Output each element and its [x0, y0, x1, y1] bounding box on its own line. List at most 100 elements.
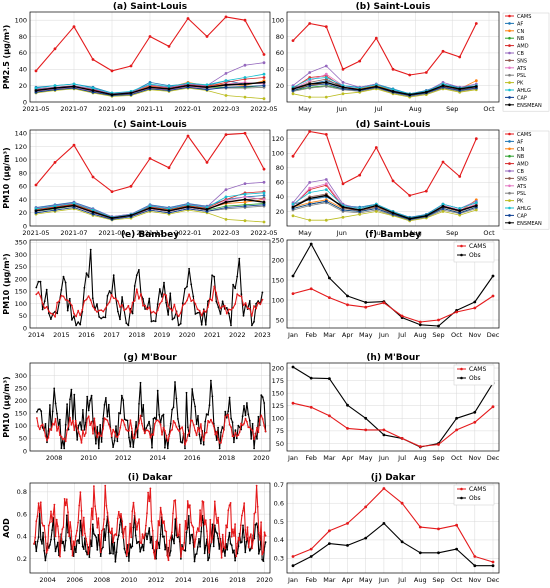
y-tick-label: 60 [19, 49, 27, 57]
data-point-cams [138, 518, 141, 520]
data-point-obs [131, 545, 134, 548]
data-point-obs [148, 527, 151, 529]
data-point-cams [358, 173, 362, 177]
data-point-obs [236, 275, 239, 278]
data-point-obs [264, 541, 267, 544]
data-point-obs [104, 539, 107, 542]
data-point-cams [324, 133, 328, 136]
data-point-obs [207, 414, 210, 416]
data-point-ensmean [91, 89, 95, 92]
data-point-cams [120, 418, 123, 421]
x-tick-label: Nov [468, 454, 481, 462]
data-point-cams [79, 491, 82, 493]
data-point-cams [184, 302, 186, 305]
y-tick-label: 50 [19, 312, 27, 320]
data-point-obs [154, 320, 157, 323]
data-point-obs [119, 318, 121, 321]
data-point-cams [126, 429, 129, 432]
data-point-pk [224, 218, 228, 221]
data-point-cap [308, 202, 312, 206]
data-point-obs [192, 295, 195, 298]
data-point-cams [341, 67, 345, 71]
data-point-cams [72, 25, 76, 29]
data-point-ahlg [186, 81, 190, 85]
data-point-cams [261, 418, 264, 420]
data-point-ensmean [224, 200, 228, 204]
data-point-cams [215, 430, 218, 433]
data-point-obs [245, 540, 248, 543]
data-point-obs [151, 446, 153, 449]
x-tick-label: Nov [468, 331, 481, 339]
data-point-obs [37, 408, 40, 411]
data-point-obs [229, 542, 232, 545]
legend-marker [460, 244, 463, 248]
data-point-cams [132, 437, 135, 439]
data-point-cams [225, 312, 228, 315]
data-point-cams [424, 71, 428, 74]
legend-label: ENSMEAN [517, 221, 542, 227]
data-point-cams [223, 304, 226, 307]
data-point-cams [96, 526, 99, 529]
legend-label: AHLG [517, 206, 531, 212]
data-point-cams [227, 413, 230, 416]
data-point-obs [255, 522, 258, 525]
data-point-cams [234, 303, 237, 305]
data-point-cams [77, 430, 80, 433]
data-point-cams [309, 547, 313, 551]
data-point-cap [262, 84, 266, 87]
data-point-cams [83, 435, 86, 437]
data-point-obs [212, 545, 215, 548]
data-point-cams [260, 521, 262, 524]
data-point-cams [175, 517, 178, 519]
data-point-obs [120, 394, 123, 397]
data-point-af [262, 194, 266, 197]
y-tick-label: 40 [276, 66, 284, 74]
series-line-cap [292, 200, 477, 220]
data-point-ensmean [53, 206, 57, 210]
data-point-obs [241, 541, 243, 543]
data-point-cams [260, 414, 263, 417]
legend-marker [508, 59, 511, 62]
legend-label: CAMS [517, 132, 531, 138]
data-point-obs [126, 419, 129, 422]
data-point-obs [122, 399, 125, 401]
data-point-cams [69, 521, 72, 523]
legend-label: Obs [469, 252, 481, 259]
data-point-cams [194, 429, 197, 432]
data-point-obs [82, 409, 84, 411]
data-point-cams [100, 435, 103, 438]
data-point-cams [418, 525, 422, 529]
data-point-obs [218, 447, 221, 450]
data-point-cams [437, 527, 440, 531]
data-point-obs [346, 544, 349, 547]
data-point-obs [179, 322, 182, 325]
data-point-cams [131, 510, 134, 513]
data-point-obs [185, 391, 188, 394]
data-point-cams [218, 441, 221, 444]
x-tick-label: 2004 [39, 576, 56, 584]
data-point-cams [247, 546, 250, 549]
data-point-cams [225, 414, 228, 417]
data-point-cams [473, 555, 477, 558]
data-point-cams [210, 418, 212, 421]
data-point-obs [213, 275, 216, 278]
data-point-cams [437, 443, 440, 446]
data-point-obs [83, 286, 86, 289]
x-tick-label: Sep [446, 105, 458, 113]
data-point-cams [196, 308, 199, 311]
data-point-cams [71, 554, 74, 557]
data-point-cams [140, 542, 143, 545]
legend-marker [508, 66, 511, 70]
data-point-obs [149, 427, 152, 430]
data-point-obs [100, 441, 103, 443]
data-point-cams [89, 424, 91, 426]
data-point-cams [132, 501, 135, 504]
data-point-cb [262, 61, 266, 65]
data-point-cams [50, 429, 53, 431]
data-point-cams [74, 419, 77, 422]
data-point-ensmean [391, 211, 395, 215]
data-point-obs [140, 546, 143, 549]
data-point-obs [194, 313, 197, 315]
x-tick-label: 2020 [256, 576, 273, 584]
legend-label: AHLG [517, 88, 531, 94]
